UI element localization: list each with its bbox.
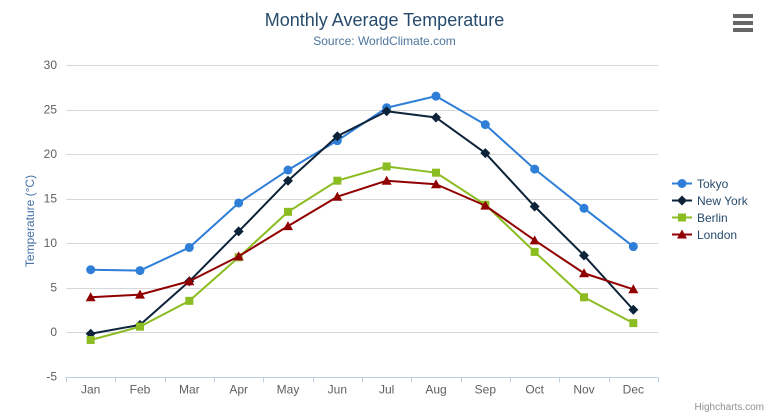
legend-item-new-york[interactable]: New York [672, 192, 748, 209]
x-tick-label: Dec [623, 383, 644, 397]
data-point-new-york[interactable] [579, 250, 589, 261]
data-point-london[interactable] [184, 276, 195, 286]
legend-item-london[interactable]: London [672, 226, 748, 243]
x-tick-label: Jul [379, 383, 394, 397]
diamond-legend-marker-icon [672, 195, 692, 206]
legend-label: New York [697, 193, 748, 208]
x-tick-label: Jan [81, 383, 100, 397]
legend-marker[interactable] [677, 195, 687, 206]
legend-label: Berlin [697, 210, 728, 225]
y-tick-label: 20 [44, 147, 58, 161]
x-tick-label: Oct [525, 383, 544, 397]
hamburger-menu-icon[interactable] [732, 14, 754, 36]
data-point-berlin[interactable] [86, 336, 95, 345]
legend-item-berlin[interactable]: Berlin [672, 209, 748, 226]
legend-marker[interactable] [678, 213, 686, 222]
data-point-tokyo[interactable] [234, 198, 244, 208]
data-point-london[interactable] [431, 179, 441, 189]
circle-legend-marker-icon [672, 179, 692, 188]
data-point-london[interactable] [628, 284, 639, 294]
data-point-tokyo[interactable] [184, 242, 194, 252]
data-point-new-york[interactable] [332, 131, 343, 142]
data-point-tokyo[interactable] [530, 164, 540, 174]
data-point-berlin[interactable] [284, 207, 292, 216]
data-point-berlin[interactable] [333, 176, 342, 185]
data-point-tokyo[interactable] [86, 265, 96, 275]
y-tick-label: 15 [44, 192, 58, 206]
highcharts-credits-link[interactable]: Highcharts.com [694, 402, 764, 413]
y-tick-label: 0 [50, 325, 57, 339]
y-axis-title: Temperature (°C) [23, 174, 37, 268]
y-tick-label: 5 [50, 281, 57, 295]
data-point-london[interactable] [233, 251, 244, 261]
series-line-berlin[interactable] [89, 165, 635, 342]
x-tick-label: Feb [130, 383, 151, 397]
legend-label: London [697, 227, 738, 242]
data-point-new-york[interactable] [233, 226, 244, 237]
y-tick-label: 10 [44, 236, 58, 250]
data-point-tokyo[interactable] [135, 266, 145, 276]
data-point-berlin[interactable] [629, 319, 638, 328]
legend-label: Tokyo [697, 176, 729, 191]
hamburger-bar [733, 14, 753, 18]
x-tick-label: Aug [425, 383, 446, 397]
chart-title: Monthly Average Temperature [264, 10, 505, 30]
data-point-london[interactable] [480, 200, 491, 210]
chart-subtitle: Source: WorldClimate.com [313, 34, 456, 48]
data-point-berlin[interactable] [185, 296, 194, 305]
y-tick-label: -5 [46, 370, 57, 384]
data-point-tokyo[interactable] [628, 242, 638, 252]
x-tick-label: Apr [229, 383, 248, 397]
legend-marker[interactable] [677, 179, 687, 188]
x-tick-label: Jun [328, 383, 347, 397]
series-line-tokyo[interactable] [89, 95, 635, 272]
data-point-berlin[interactable] [530, 247, 539, 256]
y-tick-label: 30 [44, 58, 58, 72]
triangle-legend-marker-icon [672, 229, 692, 239]
data-point-new-york[interactable] [431, 112, 441, 123]
data-point-london[interactable] [332, 191, 343, 201]
data-point-new-york[interactable] [381, 106, 392, 117]
x-tick-label: Sep [475, 383, 497, 397]
hamburger-bar [733, 28, 753, 32]
hamburger-bar [733, 21, 753, 25]
data-point-london[interactable] [529, 235, 540, 245]
data-point-berlin[interactable] [136, 322, 144, 331]
data-point-london[interactable] [381, 175, 392, 185]
data-point-new-york[interactable] [529, 201, 540, 212]
data-point-berlin[interactable] [432, 168, 440, 177]
x-tick-label: Mar [179, 383, 200, 397]
legend: Tokyo New York Berlin London [672, 175, 748, 243]
data-point-new-york[interactable] [628, 304, 639, 315]
data-point-tokyo[interactable] [283, 165, 293, 175]
series-line-new-york[interactable] [89, 110, 635, 335]
data-point-tokyo[interactable] [431, 91, 441, 101]
data-point-new-york[interactable] [283, 175, 293, 186]
x-tick-label: Nov [573, 383, 594, 397]
legend-marker[interactable] [677, 229, 687, 239]
data-point-tokyo[interactable] [579, 203, 589, 213]
data-point-london[interactable] [579, 268, 589, 278]
y-tick-label: 25 [44, 103, 58, 117]
series-line-london[interactable] [89, 179, 635, 299]
data-point-new-york[interactable] [480, 148, 491, 159]
data-point-london[interactable] [283, 221, 293, 231]
data-point-tokyo[interactable] [480, 120, 490, 130]
x-tick-label: May [277, 383, 300, 397]
data-point-london[interactable] [85, 292, 96, 302]
data-point-berlin[interactable] [580, 293, 588, 302]
legend-item-tokyo[interactable]: Tokyo [672, 175, 748, 192]
square-legend-marker-icon [672, 213, 692, 222]
data-point-london[interactable] [135, 289, 145, 299]
data-point-berlin[interactable] [382, 162, 391, 171]
